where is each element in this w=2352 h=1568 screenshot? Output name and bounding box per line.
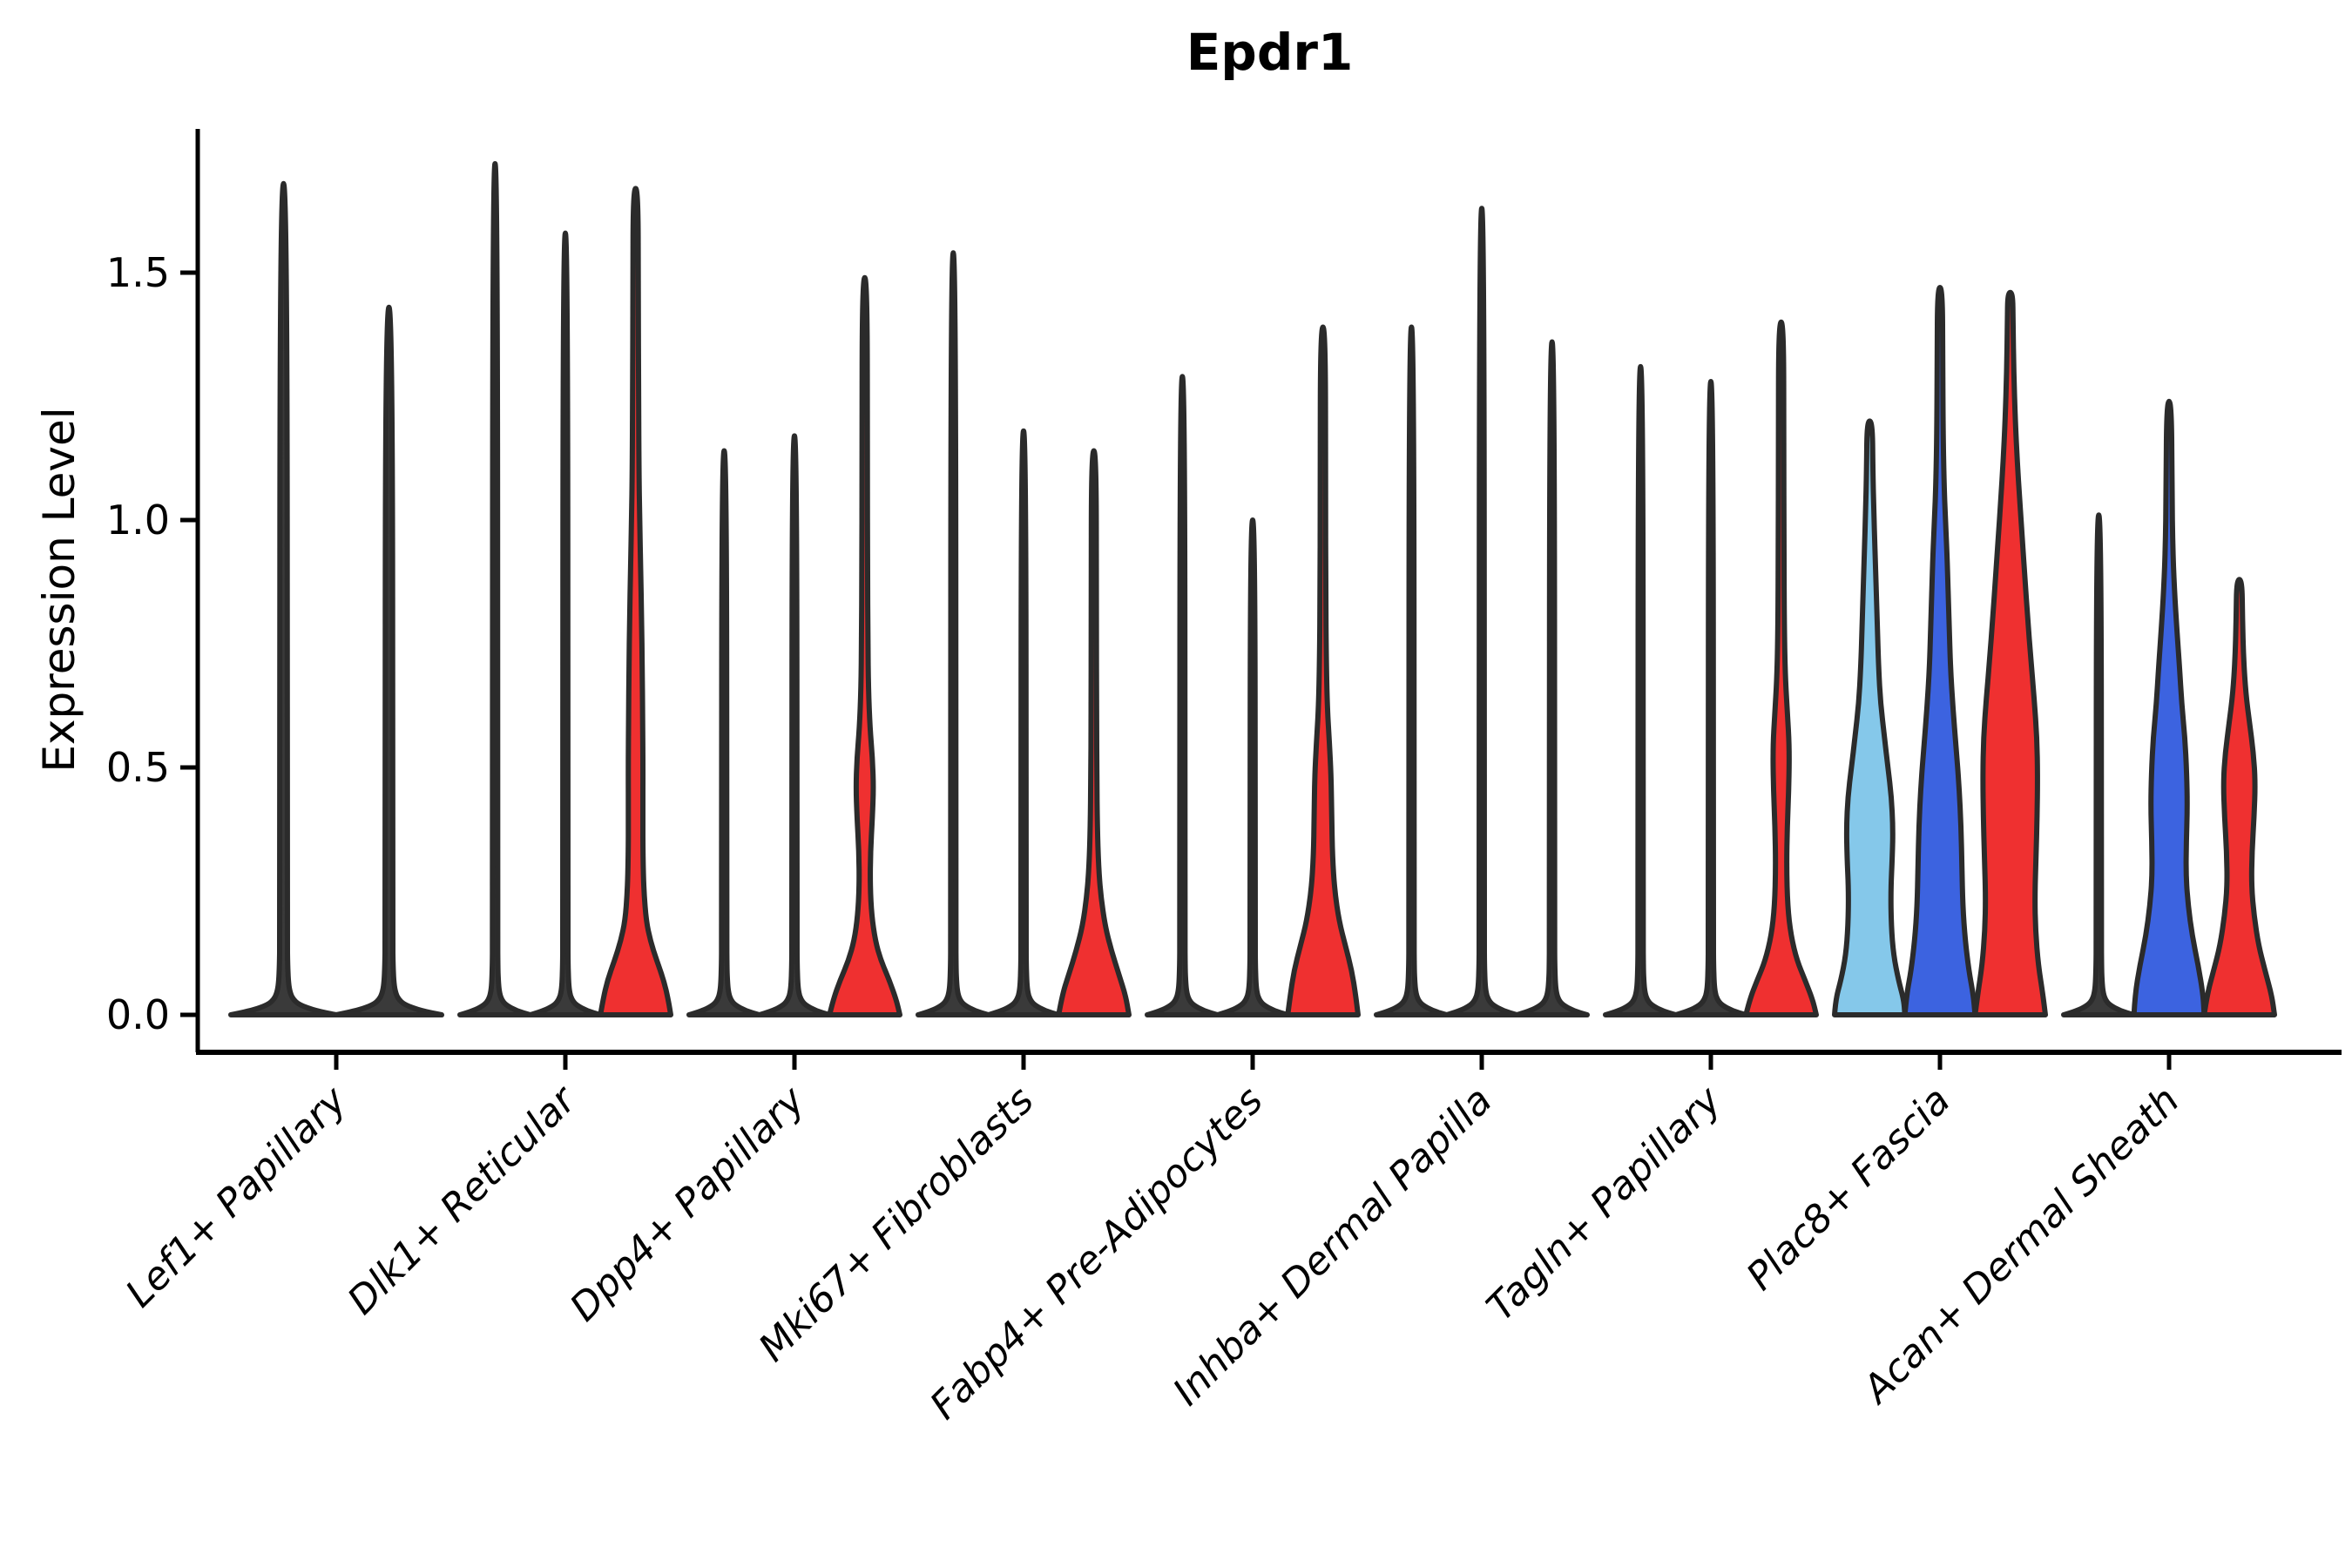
violin-acan-dermal-sheath-3: [2201, 577, 2277, 1017]
violin-dpp4-papillary-1: [686, 448, 762, 1017]
y-tick-label: 0.5: [106, 744, 170, 791]
violin-plac8-fascia-2: [1902, 285, 1978, 1017]
violin-tagln-papillary-3: [1743, 319, 1819, 1017]
violin-fabp4-pre-adipocytes-2: [1214, 517, 1291, 1017]
violin-dpp4-papillary-3: [827, 274, 902, 1017]
y-tick-label: 1.5: [106, 249, 170, 296]
violin-inhba-dermal-papilla-1: [1374, 324, 1450, 1017]
plot-title: Epdr1: [1186, 23, 1354, 82]
violin-fabp4-pre-adipocytes-1: [1145, 374, 1220, 1017]
violin-tagln-papillary-1: [1603, 363, 1679, 1017]
violin-inhba-dermal-papilla-3: [1514, 339, 1590, 1017]
violin-fabp4-pre-adipocytes-3: [1285, 324, 1361, 1017]
y-tick-label: 1.0: [106, 497, 170, 544]
violin-dlk1-reticular-2: [527, 230, 604, 1017]
violin-lef1-papillary-2: [334, 304, 444, 1017]
x-tick-label: Tagln+ Papillary: [1478, 1078, 1730, 1329]
violin-mki67-fibroblasts-3: [1056, 448, 1132, 1017]
violin-acan-dermal-sheath-1: [2061, 512, 2137, 1017]
violin-dlk1-reticular-3: [598, 186, 673, 1017]
violin-dpp4-papillary-2: [756, 433, 833, 1017]
violin-tagln-papillary-2: [1673, 379, 1749, 1017]
y-tick-label: 0.0: [106, 991, 170, 1038]
violin-inhba-dermal-papilla-2: [1443, 206, 1520, 1017]
x-tick-label: Dlk1+ Reticular: [339, 1077, 585, 1323]
x-tick-label: Plac8+ Fascia: [1738, 1078, 1958, 1299]
violin-dlk1-reticular-1: [457, 161, 533, 1017]
violin-plac8-fascia-3: [1972, 289, 2048, 1017]
x-tick-label: Dpp4+ Papillary: [562, 1078, 814, 1330]
violin-mki67-fibroblasts-2: [985, 428, 1062, 1017]
violin-plac8-fascia-1: [1832, 418, 1908, 1017]
violin-lef1-papillary-1: [228, 180, 339, 1017]
violin-mki67-fibroblasts-1: [916, 250, 991, 1017]
violin-acan-dermal-sheath-2: [2131, 398, 2207, 1017]
x-tick-label: Lef1+ Papillary: [118, 1078, 356, 1316]
